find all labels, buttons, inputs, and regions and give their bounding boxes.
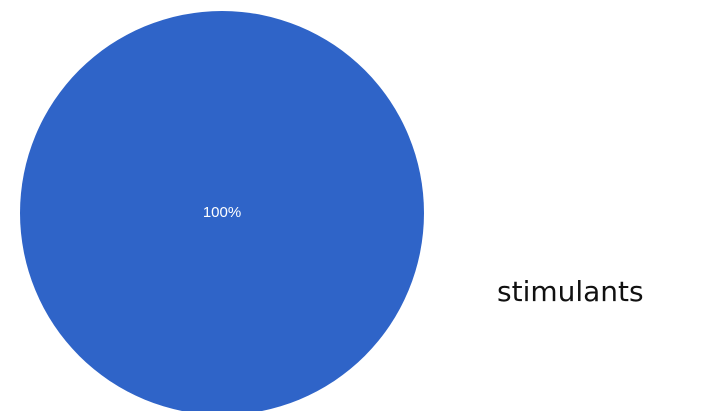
legend-label-stimulants: stimulants xyxy=(497,275,644,308)
pie-slice-stimulants xyxy=(20,11,424,411)
pie-slice-label-stimulants: 100% xyxy=(203,204,241,221)
